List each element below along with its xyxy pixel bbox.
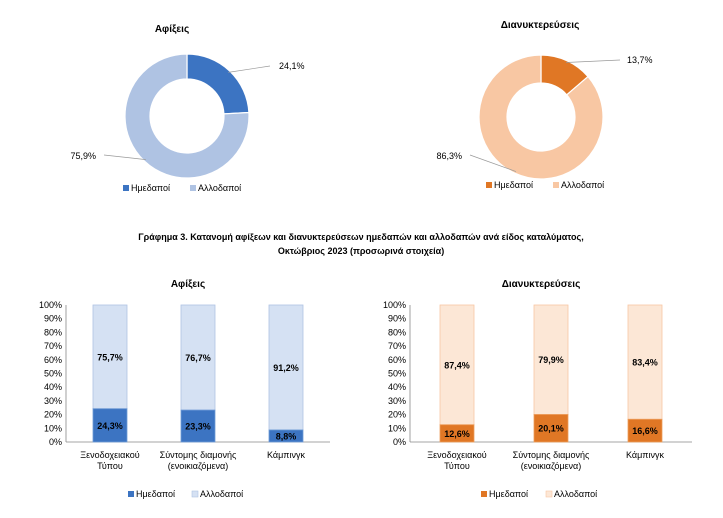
x-tick-label: Σύντομης διαμονής xyxy=(513,450,590,460)
bar-segment-foreign xyxy=(439,304,475,426)
bar-arrivals-title: Αφίξεις xyxy=(171,279,205,290)
y-tick-label: 30% xyxy=(388,396,406,406)
leader-line xyxy=(103,154,146,160)
caption-line-2: Οκτώβριος 2023 (προσωρινά στοιχεία) xyxy=(278,246,444,256)
legend-swatch-foreign xyxy=(190,185,196,191)
legend-swatch-foreign xyxy=(553,182,559,188)
leader-line xyxy=(469,154,517,172)
y-tick-label: 10% xyxy=(388,423,406,433)
bar-segment-foreign xyxy=(268,304,304,431)
pie-value-label: 75,9% xyxy=(70,151,96,161)
legend-swatch-domestic xyxy=(486,182,492,188)
y-tick-label: 40% xyxy=(44,382,62,392)
y-tick-label: 100% xyxy=(39,300,62,310)
legend-swatch-foreign xyxy=(545,490,553,498)
y-tick-label: 40% xyxy=(388,382,406,392)
y-tick-label: 50% xyxy=(388,369,406,379)
y-tick-label: 30% xyxy=(44,396,62,406)
bar-overnights-title: Διανυκτερεύσεις xyxy=(502,279,581,290)
x-tick-label: Τύπου xyxy=(97,461,123,471)
bar-arrivals-legend: Ημεδαποί Αλλοδαποί xyxy=(128,489,243,499)
y-tick-label: 60% xyxy=(388,355,406,365)
pie-value-label: 24,1% xyxy=(279,61,305,71)
pie-slice-foreign xyxy=(478,54,604,180)
bar-segment-domestic xyxy=(439,424,475,443)
x-tick-label: Σύντομης διαμονής xyxy=(160,450,237,460)
bar-segment-domestic xyxy=(533,414,569,443)
pie-arrivals-legend: Ημεδαποί Αλλοδαποί xyxy=(123,183,241,193)
data-label-domestic: 16,6% xyxy=(632,426,658,436)
bar-chart-arrivals: Αφίξεις 0% 10% 20% 30% 40% 50% 60% 70% 80% 90% 100… xyxy=(39,279,330,499)
x-tick-label: Κάμπινγκ xyxy=(267,450,305,460)
pie-chart-overnights: Διανυκτερεύσεις 13,7% 86,3% Ημεδαποί Αλλο… xyxy=(436,20,652,190)
y-tick-label: 90% xyxy=(388,314,406,324)
legend-label-foreign: Αλλοδαποί xyxy=(198,183,241,193)
x-tick-label: Κάμπινγκ xyxy=(626,450,664,460)
bar-segment-foreign xyxy=(180,304,216,411)
legend-swatch-foreign xyxy=(191,490,199,498)
y-tick-label: 60% xyxy=(44,355,62,365)
y-tick-label: 100% xyxy=(383,300,406,310)
pie-overnights-legend: Ημεδαποί Αλλοδαποί xyxy=(486,180,604,190)
x-tick-label: (ενοικιαζόμενα) xyxy=(521,461,582,471)
y-tick-label: 70% xyxy=(44,341,62,351)
bar-chart-overnights: Διανυκτερεύσεις 0% 10% 20% 30% 40% 50% 60% 70% 8… xyxy=(383,279,692,499)
data-label-domestic: 8,8% xyxy=(276,431,297,441)
x-tick-label: Ξενοδοχειακού xyxy=(80,450,139,460)
data-label-foreign: 91,2% xyxy=(273,363,299,373)
x-tick-label: (ενοικιαζόμενα) xyxy=(168,461,229,471)
y-tick-label: 70% xyxy=(388,341,406,351)
y-tick-label: 20% xyxy=(44,410,62,420)
legend-label-foreign: Αλλοδαποί xyxy=(561,180,604,190)
legend-swatch-domestic xyxy=(128,491,134,497)
pie-slice-foreign xyxy=(124,53,250,179)
bar-segment-domestic xyxy=(180,409,216,443)
caption-line-1: Γράφημα 3. Κατανομή αφίξεων και διανυκτε… xyxy=(138,232,583,242)
legend-swatch-domestic xyxy=(481,491,487,497)
data-label-foreign: 83,4% xyxy=(632,358,658,368)
data-label-domestic: 24,3% xyxy=(97,421,123,431)
legend-label-foreign: Αλλοδαποί xyxy=(554,489,597,499)
pie-value-label: 13,7% xyxy=(627,55,653,65)
y-tick-label: 20% xyxy=(388,410,406,420)
y-tick-label: 0% xyxy=(393,437,406,447)
data-label-foreign: 79,9% xyxy=(538,355,564,365)
pie-slice-domestic xyxy=(186,53,250,115)
legend-label-domestic: Ημεδαποί xyxy=(131,183,170,193)
legend-label-domestic: Ημεδαποί xyxy=(489,489,528,499)
legend-swatch-domestic xyxy=(123,185,129,191)
data-label-foreign: 76,7% xyxy=(185,353,211,363)
pie-value-label: 86,3% xyxy=(436,151,462,161)
data-label-domestic: 20,1% xyxy=(538,424,564,434)
y-tick-label: 80% xyxy=(44,327,62,337)
legend-label-domestic: Ημεδαποί xyxy=(494,180,533,190)
pie-chart-arrivals: Αφίξεις 24,1% 75,9% Ημεδαποί Αλλοδαποί xyxy=(70,24,304,193)
y-tick-label: 90% xyxy=(44,314,62,324)
data-label-domestic: 23,3% xyxy=(185,422,211,432)
y-tick-label: 80% xyxy=(388,327,406,337)
bar-segment-foreign xyxy=(627,304,663,420)
y-tick-label: 0% xyxy=(49,437,62,447)
bar-overnights-legend: Ημεδαποί Αλλοδαποί xyxy=(481,489,597,499)
bar-segment-foreign xyxy=(533,304,569,415)
x-tick-label: Ξενοδοχειακού xyxy=(427,450,486,460)
leader-line xyxy=(228,65,271,73)
bar-segment-domestic xyxy=(268,429,304,443)
bar-segment-domestic xyxy=(92,408,128,443)
data-label-foreign: 75,7% xyxy=(97,352,123,362)
data-label-foreign: 87,4% xyxy=(444,360,470,370)
pie-overnights-title: Διανυκτερεύσεις xyxy=(501,20,580,31)
bar-segment-domestic xyxy=(627,418,663,443)
y-tick-label: 50% xyxy=(44,369,62,379)
leader-line xyxy=(566,59,621,63)
data-label-domestic: 12,6% xyxy=(444,429,470,439)
bar-segment-foreign xyxy=(92,304,128,410)
y-tick-label: 10% xyxy=(44,423,62,433)
legend-label-domestic: Ημεδαποί xyxy=(136,489,175,499)
pie-arrivals-title: Αφίξεις xyxy=(155,24,189,35)
x-tick-label: Τύπου xyxy=(444,461,470,471)
legend-label-foreign: Αλλοδαποί xyxy=(200,489,243,499)
